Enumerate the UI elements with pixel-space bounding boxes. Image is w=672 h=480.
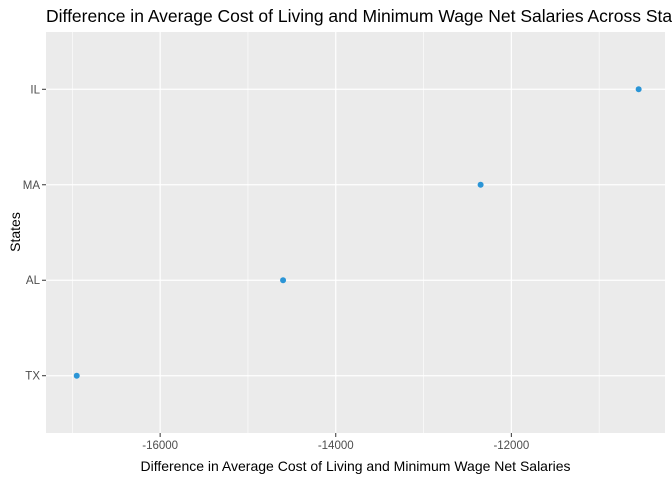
- y-axis-label: States: [7, 212, 23, 252]
- x-axis-label: Difference in Average Cost of Living and…: [140, 458, 570, 474]
- x-tick-label: -12000: [493, 440, 529, 452]
- x-axis-ticks: -16000 -14000 -12000: [142, 433, 529, 452]
- chart-title: Difference in Average Cost of Living and…: [46, 6, 672, 26]
- x-tick-label: -14000: [318, 440, 354, 452]
- minor-gridlines: [72, 32, 600, 433]
- y-tick-label: MA: [23, 180, 41, 192]
- y-axis-ticks: TX AL MA IL: [23, 84, 46, 383]
- panel-background: [46, 32, 665, 433]
- data-point-al: [280, 277, 287, 284]
- data-point-ma: [477, 181, 484, 188]
- data-point-tx: [73, 372, 80, 379]
- major-gridlines: [46, 32, 665, 433]
- y-tick-label: IL: [30, 84, 40, 96]
- y-tick-label: AL: [26, 275, 41, 287]
- y-tick-label: TX: [25, 371, 40, 383]
- data-points: [73, 86, 642, 379]
- x-tick-label: -16000: [142, 440, 178, 452]
- data-point-il: [635, 86, 642, 93]
